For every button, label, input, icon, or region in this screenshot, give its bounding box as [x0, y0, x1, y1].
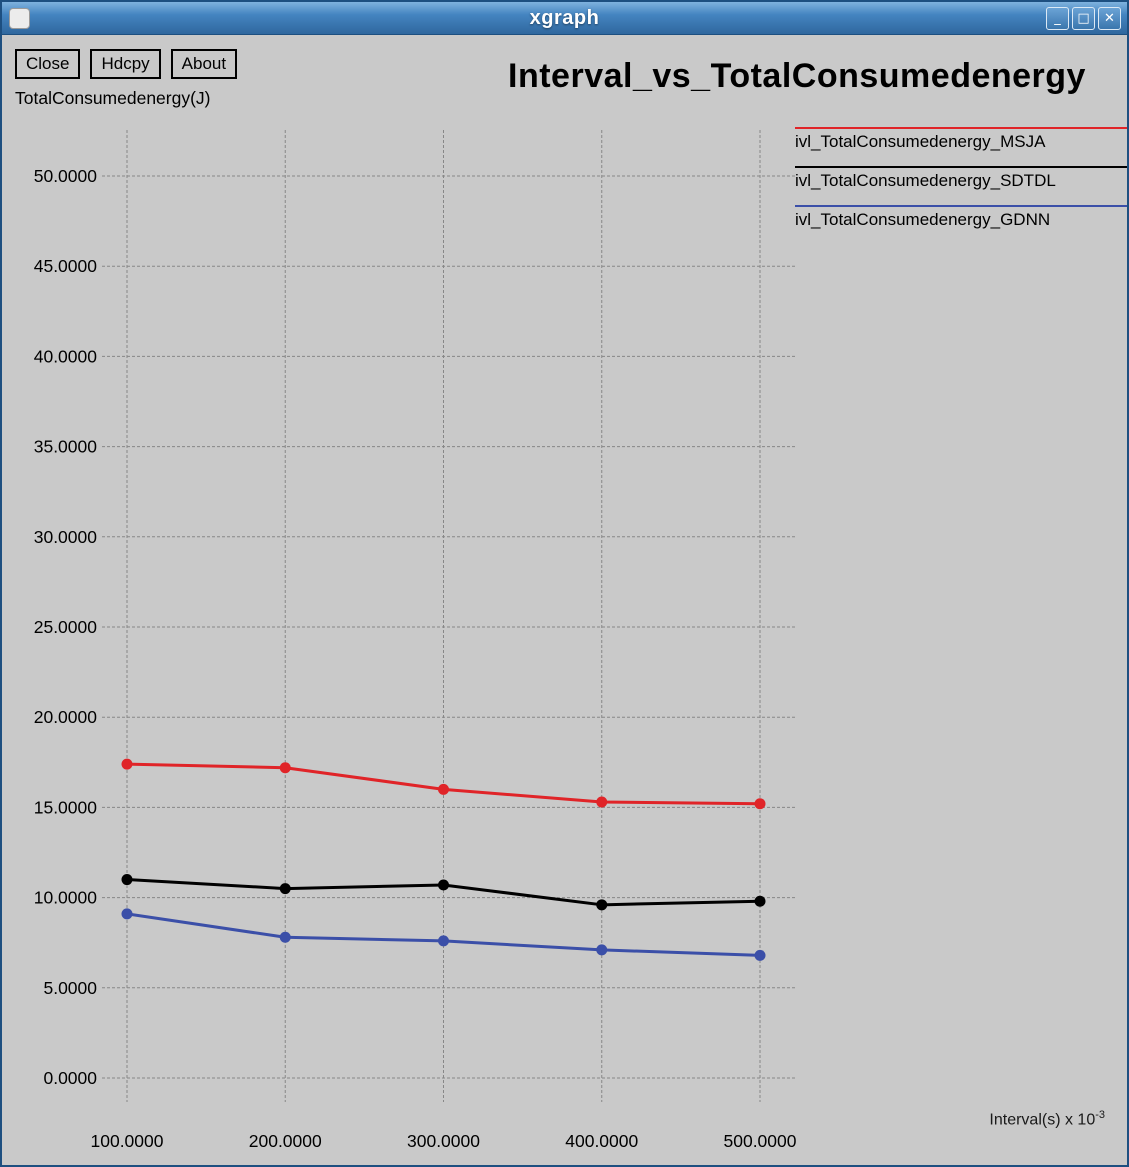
legend-label: ivl_TotalConsumedenergy_SDTDL	[795, 171, 1056, 190]
window-controls: _ □ ✕	[1046, 7, 1121, 30]
data-point	[438, 783, 449, 795]
data-point	[754, 895, 766, 907]
data-point	[279, 883, 291, 895]
y-tick-label: 15.0000	[34, 797, 98, 817]
data-point	[438, 935, 449, 947]
x-axis-label-exponent: -3	[1095, 1109, 1105, 1121]
maximize-icon: □	[1077, 11, 1090, 26]
x-tick-label: 300.0000	[407, 1131, 480, 1151]
y-tick-label: 25.0000	[34, 617, 98, 637]
data-point	[279, 762, 291, 774]
x-axis-label: Interval(s) x 10-3	[989, 1109, 1105, 1129]
y-tick-label: 45.0000	[34, 256, 98, 276]
data-point	[754, 798, 766, 810]
chart-area-container: Close Hdcpy About TotalConsumedenergy(J)…	[2, 35, 1127, 1167]
data-point	[754, 949, 766, 961]
y-tick-label: 20.0000	[34, 707, 98, 727]
legend: ivl_TotalConsumedenergy_MSJA ivl_TotalCon…	[795, 127, 1127, 244]
legend-label: ivl_TotalConsumedenergy_MSJA	[795, 132, 1046, 151]
x-tick-label: 100.0000	[91, 1131, 164, 1151]
y-tick-label: 40.0000	[34, 346, 98, 366]
legend-item: ivl_TotalConsumedenergy_SDTDL	[795, 166, 1127, 191]
y-tick-label: 5.0000	[43, 978, 97, 998]
window-title: xgraph	[529, 6, 600, 29]
y-tick-label: 30.0000	[34, 527, 98, 547]
titlebar[interactable]: xgraph _ □ ✕	[2, 2, 1127, 35]
y-tick-label: 0.0000	[43, 1068, 97, 1088]
x-tick-label: 400.0000	[565, 1131, 638, 1151]
minimize-button[interactable]: _	[1046, 7, 1069, 30]
chart-svg[interactable]: 0.0000 5.0000 10.0000 15.0000 20.0000 25.0000…	[2, 35, 1129, 1167]
toolbar: Close Hdcpy About	[15, 49, 238, 79]
data-point	[121, 874, 133, 886]
x-tick-label: 200.0000	[249, 1131, 322, 1151]
data-point	[596, 899, 608, 911]
x-axis-label-base: Interval(s) x 10	[989, 1111, 1096, 1129]
legend-item: ivl_TotalConsumedenergy_GDNN	[795, 205, 1127, 230]
y-tick-label: 10.0000	[34, 888, 98, 908]
window-menu-icon[interactable]	[9, 8, 30, 29]
data-point	[279, 931, 291, 943]
maximize-button[interactable]: □	[1072, 7, 1095, 30]
about-button[interactable]: About	[170, 49, 238, 79]
hdcpy-button[interactable]: Hdcpy	[90, 49, 161, 79]
y-tick-label: 50.0000	[34, 166, 98, 186]
data-point	[121, 908, 133, 920]
y-axis-label: TotalConsumedenergy(J)	[15, 88, 211, 108]
legend-item: ivl_TotalConsumedenergy_MSJA	[795, 127, 1127, 152]
y-tick-label: 35.0000	[34, 437, 98, 457]
close-icon: ✕	[1104, 11, 1115, 26]
chart-title: Interval_vs_TotalConsumedenergy	[508, 57, 1086, 95]
x-tick-label: 500.0000	[724, 1131, 797, 1151]
data-point	[596, 796, 608, 808]
data-point	[596, 944, 608, 956]
data-point	[438, 879, 449, 891]
minimize-icon: _	[1054, 11, 1061, 26]
data-point	[121, 758, 133, 770]
close-window-button[interactable]: ✕	[1098, 7, 1121, 30]
legend-label: ivl_TotalConsumedenergy_GDNN	[795, 210, 1051, 229]
close-button[interactable]: Close	[15, 49, 81, 79]
